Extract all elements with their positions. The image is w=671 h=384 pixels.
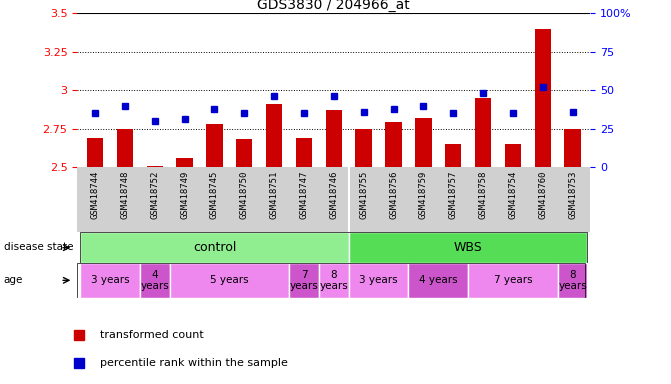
Bar xyxy=(558,263,588,298)
Text: GSM418747: GSM418747 xyxy=(299,170,309,218)
Bar xyxy=(505,144,521,167)
Bar xyxy=(146,166,163,167)
Bar xyxy=(289,263,319,298)
Bar xyxy=(140,263,170,298)
Text: 3 years: 3 years xyxy=(359,275,398,285)
Text: GSM418754: GSM418754 xyxy=(509,170,517,218)
Text: GSM418750: GSM418750 xyxy=(240,170,249,218)
Bar xyxy=(356,129,372,167)
Bar xyxy=(117,129,133,167)
Text: 5 years: 5 years xyxy=(210,275,249,285)
Bar xyxy=(349,232,588,263)
Text: percentile rank within the sample: percentile rank within the sample xyxy=(99,358,287,368)
Text: age: age xyxy=(4,275,23,285)
Text: GSM418759: GSM418759 xyxy=(419,170,428,218)
Text: 7 years: 7 years xyxy=(494,275,532,285)
Bar xyxy=(319,263,349,298)
Bar xyxy=(236,139,252,167)
Bar xyxy=(296,138,312,167)
Title: GDS3830 / 204966_at: GDS3830 / 204966_at xyxy=(258,0,410,12)
Bar xyxy=(564,129,581,167)
Bar xyxy=(325,110,342,167)
Bar xyxy=(266,104,282,167)
Text: 3 years: 3 years xyxy=(91,275,130,285)
Text: GSM418744: GSM418744 xyxy=(91,170,99,218)
Bar xyxy=(80,232,349,263)
Bar xyxy=(80,263,140,298)
Bar xyxy=(176,158,193,167)
Bar xyxy=(445,144,462,167)
Bar xyxy=(206,124,223,167)
Bar xyxy=(468,263,558,298)
Bar xyxy=(385,122,402,167)
Text: 4 years: 4 years xyxy=(419,275,458,285)
Text: GSM418746: GSM418746 xyxy=(329,170,338,218)
Text: GSM418745: GSM418745 xyxy=(210,170,219,218)
Bar xyxy=(409,263,468,298)
Text: 8
years: 8 years xyxy=(558,270,587,291)
Text: GSM418757: GSM418757 xyxy=(449,170,458,218)
Text: disease state: disease state xyxy=(4,242,73,252)
Text: 4
years: 4 years xyxy=(140,270,169,291)
Text: 8
years: 8 years xyxy=(319,270,348,291)
Text: GSM418756: GSM418756 xyxy=(389,170,398,218)
Bar xyxy=(475,98,491,167)
Text: 7
years: 7 years xyxy=(290,270,318,291)
Text: transformed count: transformed count xyxy=(99,330,203,340)
Text: GSM418760: GSM418760 xyxy=(538,170,548,218)
Text: GSM418758: GSM418758 xyxy=(478,170,488,218)
Bar xyxy=(535,29,551,167)
Bar xyxy=(415,118,431,167)
Text: GSM418752: GSM418752 xyxy=(150,170,159,218)
Text: GSM418753: GSM418753 xyxy=(568,170,577,218)
Text: control: control xyxy=(193,241,236,254)
Bar xyxy=(170,263,289,298)
Bar xyxy=(349,263,409,298)
Bar xyxy=(87,138,103,167)
Text: WBS: WBS xyxy=(454,241,482,254)
Text: GSM418751: GSM418751 xyxy=(270,170,278,218)
Text: GSM418749: GSM418749 xyxy=(180,170,189,218)
Text: GSM418755: GSM418755 xyxy=(359,170,368,218)
Text: GSM418748: GSM418748 xyxy=(120,170,130,218)
